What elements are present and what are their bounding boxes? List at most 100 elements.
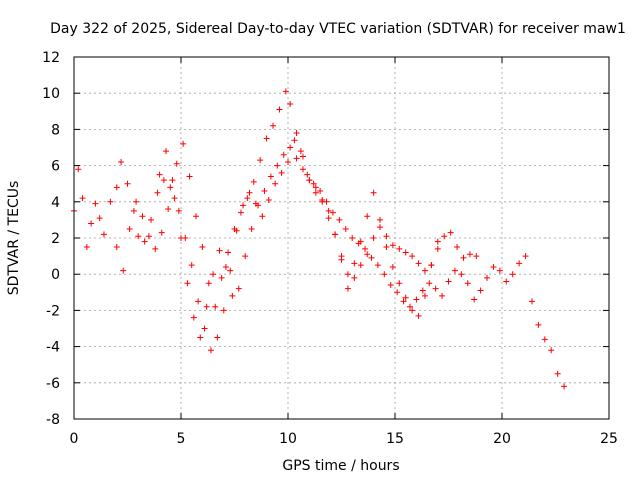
data-point (409, 253, 416, 260)
data-point (257, 157, 264, 164)
data-point (242, 253, 249, 260)
data-point (195, 298, 202, 305)
data-point (458, 271, 465, 278)
data-point (160, 177, 167, 184)
data-point (522, 253, 529, 260)
data-point (357, 238, 364, 245)
data-point (235, 285, 242, 292)
y-tick-label: 8 (51, 122, 60, 138)
data-points (71, 88, 568, 390)
data-point (287, 101, 294, 108)
data-point (291, 137, 298, 144)
data-point (299, 153, 306, 160)
data-point (130, 207, 137, 214)
data-point (473, 253, 480, 260)
y-tick-label: -4 (46, 340, 60, 356)
data-point (484, 274, 491, 281)
data-point (445, 278, 452, 285)
data-point (263, 135, 270, 142)
y-tick-label: -6 (46, 376, 60, 392)
data-point (227, 267, 234, 274)
data-point (342, 225, 349, 232)
data-point (145, 233, 152, 240)
data-point (402, 249, 409, 256)
data-point (325, 215, 332, 222)
data-point (293, 155, 300, 162)
data-point (396, 280, 403, 287)
data-point (276, 106, 283, 113)
y-tick-label: 12 (42, 50, 60, 66)
data-point (409, 307, 416, 314)
data-point (259, 213, 266, 220)
data-point (218, 274, 225, 281)
data-point (319, 198, 326, 205)
data-point (265, 196, 272, 203)
series-track-b (156, 137, 568, 390)
data-point (554, 370, 561, 377)
data-point (210, 271, 217, 278)
data-point (415, 312, 422, 319)
x-tick-label: 5 (177, 431, 186, 447)
data-point (548, 347, 555, 354)
data-point (338, 253, 345, 260)
data-point (113, 244, 120, 251)
data-point (541, 336, 548, 343)
data-point (325, 207, 332, 214)
data-point (222, 263, 229, 270)
data-point (351, 274, 358, 281)
grid (74, 57, 609, 419)
data-point (186, 173, 193, 180)
series-track-c (113, 144, 441, 341)
data-point (413, 296, 420, 303)
y-tick-label: -2 (46, 303, 60, 319)
y-tick-label: 2 (51, 231, 60, 247)
data-point (240, 202, 247, 209)
data-point (190, 314, 197, 321)
data-point (274, 162, 281, 169)
data-point (96, 215, 103, 222)
data-point (389, 242, 396, 249)
data-point (396, 245, 403, 252)
data-point (471, 296, 478, 303)
data-point (180, 140, 187, 147)
data-point (299, 166, 306, 173)
data-point (332, 231, 339, 238)
data-point (317, 187, 324, 194)
data-point (460, 254, 467, 261)
data-point (201, 325, 208, 332)
data-point (357, 262, 364, 269)
data-point (344, 271, 351, 278)
data-point (285, 158, 291, 165)
data-point (509, 271, 516, 278)
data-point (169, 177, 176, 184)
data-point (171, 195, 178, 202)
data-point (225, 249, 232, 256)
x-axis-label: GPS time / hours (282, 458, 399, 474)
data-point (154, 189, 161, 196)
data-point (214, 334, 221, 341)
data-point (250, 178, 257, 185)
data-point (293, 130, 300, 137)
data-point (374, 262, 381, 269)
data-point (173, 160, 180, 167)
data-point (192, 213, 199, 220)
data-point (261, 187, 268, 194)
data-point (135, 233, 142, 240)
data-point (419, 287, 426, 294)
data-point (197, 334, 204, 341)
data-point (100, 231, 107, 238)
data-point (92, 200, 99, 207)
data-point (79, 195, 86, 202)
data-point (466, 251, 473, 258)
y-tick-label: -8 (46, 412, 60, 428)
data-point (287, 144, 294, 151)
data-point (220, 307, 227, 314)
data-point (528, 298, 535, 305)
data-point (113, 184, 120, 191)
data-point (270, 122, 277, 129)
data-point (516, 260, 523, 267)
data-point (344, 285, 351, 292)
axis-ticks: 0 5 10 15 20 25 -8 -6 -4 -2 0 2 4 6 8 10 12 (42, 50, 618, 447)
data-point (233, 227, 240, 234)
data-point (561, 383, 568, 390)
